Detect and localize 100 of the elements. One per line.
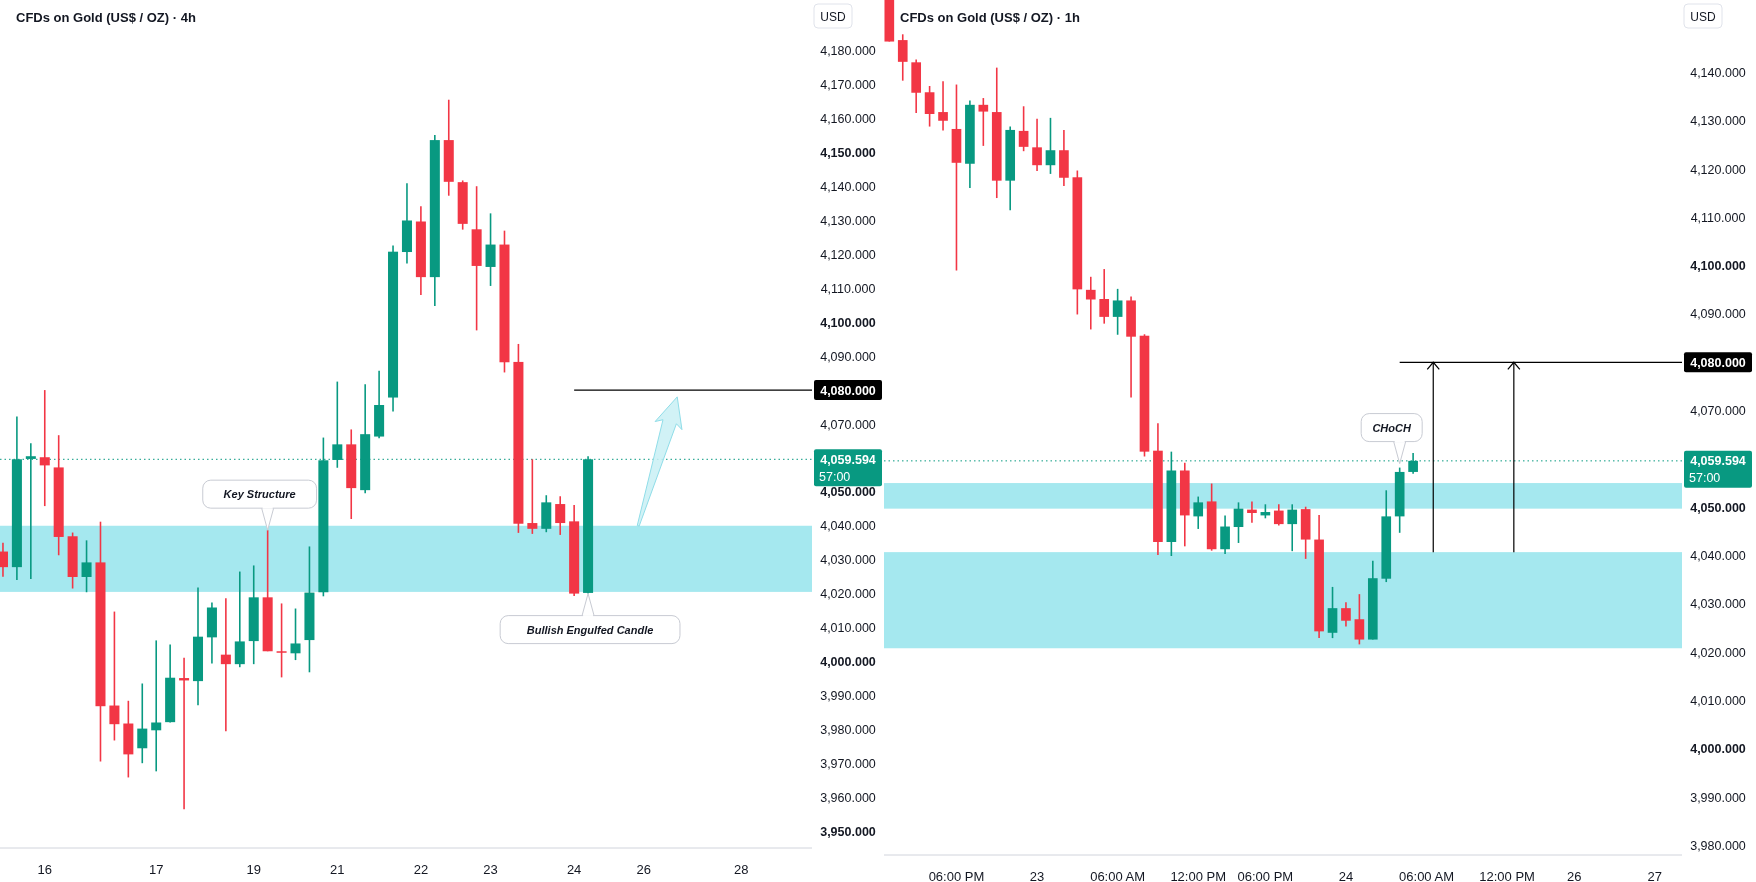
candlestick bbox=[978, 97, 989, 147]
x-tick-label: 12:00 PM bbox=[1479, 869, 1535, 882]
y-tick-label: 4,020.000 bbox=[820, 587, 876, 602]
candlestick bbox=[1018, 105, 1029, 152]
y-tick-label: 4,030.000 bbox=[1690, 597, 1746, 612]
y-tick-label: 4,180.000 bbox=[820, 44, 876, 59]
x-tick-label: 23 bbox=[1029, 869, 1045, 882]
annotation: Bullish Engulfed Candle bbox=[526, 623, 654, 636]
y-tick-label: 4,040.000 bbox=[1690, 549, 1746, 564]
annotation: Key Structure bbox=[223, 488, 296, 501]
y-tick-label: 4,050.000 bbox=[820, 485, 876, 500]
y-tick-label: 3,990.000 bbox=[1690, 790, 1746, 805]
x-tick-label: 16 bbox=[37, 862, 52, 877]
candlestick bbox=[1247, 500, 1257, 524]
y-tick-label: 4,140.000 bbox=[1690, 65, 1746, 80]
y-tick-label: 4,160.000 bbox=[820, 112, 876, 127]
candlestick bbox=[485, 212, 496, 287]
candlestick bbox=[1273, 503, 1284, 527]
ref-line-label: 4,080.000 bbox=[1690, 355, 1746, 370]
y-axis-title: USD bbox=[1690, 10, 1716, 24]
candlestick bbox=[938, 80, 948, 132]
text: CFDs on Gold (US$ / OZ) · 1h bbox=[900, 10, 1080, 25]
candlestick bbox=[1099, 268, 1110, 325]
x-tick-label: 22 bbox=[413, 862, 429, 877]
x-tick-label: 06:00 AM bbox=[1090, 869, 1146, 882]
y-tick-label: 4,100.000 bbox=[820, 315, 876, 330]
y-tick-label: 4,070.000 bbox=[820, 417, 876, 432]
x-tick-label: 17 bbox=[148, 862, 164, 877]
x-tick-label: 06:00 AM bbox=[1399, 869, 1454, 882]
x-tick-label: 21 bbox=[330, 862, 345, 877]
x-tick-label: 24 bbox=[1338, 869, 1354, 882]
y-tick-label: 4,050.000 bbox=[1690, 500, 1746, 515]
candlestick bbox=[1045, 117, 1056, 175]
candlestick bbox=[1085, 275, 1096, 331]
y-tick-label: 4,140.000 bbox=[820, 180, 876, 195]
candlestick bbox=[897, 33, 908, 82]
annotation: CHoCH bbox=[1372, 421, 1412, 434]
y-tick-label: 4,030.000 bbox=[820, 553, 876, 568]
text: CFDs on Gold (US$ / OZ) · 4h bbox=[16, 10, 196, 25]
candlestick bbox=[527, 458, 538, 535]
y-tick-label: 4,000.000 bbox=[1690, 742, 1746, 757]
y-tick-label: 3,980.000 bbox=[1690, 838, 1746, 853]
candlestick bbox=[137, 682, 148, 764]
ref-line-label: 4,059.594 bbox=[1690, 454, 1746, 469]
candlestick bbox=[1220, 514, 1230, 555]
candlestick bbox=[220, 597, 231, 733]
candlestick bbox=[1341, 601, 1351, 628]
y-tick-label: 4,170.000 bbox=[820, 78, 876, 93]
x-tick-label: 28 bbox=[734, 862, 749, 877]
y-tick-label: 4,120.000 bbox=[1690, 162, 1746, 177]
y-tick-label: 4,090.000 bbox=[1690, 307, 1746, 322]
y-tick-label: 4,020.000 bbox=[1690, 645, 1746, 660]
y-tick-label: 3,950.000 bbox=[820, 824, 876, 839]
callout: Key Structure bbox=[202, 479, 318, 531]
y-tick-label: 4,040.000 bbox=[820, 519, 876, 534]
x-tick-label: 23 bbox=[483, 862, 498, 877]
x-tick-label: 24 bbox=[566, 862, 582, 877]
y-tick-label: 3,960.000 bbox=[820, 790, 876, 805]
candlestick bbox=[151, 639, 162, 773]
y-tick-label: 4,130.000 bbox=[1690, 114, 1746, 129]
candlestick bbox=[1112, 288, 1123, 336]
x-tick-label: 26 bbox=[1567, 869, 1582, 882]
y-tick-label: 4,120.000 bbox=[820, 247, 876, 262]
y-tick-label: 4,130.000 bbox=[820, 213, 876, 228]
ref-line-label: 4,080.000 bbox=[820, 383, 876, 398]
candlestick bbox=[924, 85, 935, 128]
candlestick bbox=[1287, 503, 1298, 552]
text: 57:00 bbox=[1689, 471, 1721, 486]
candlestick bbox=[1233, 501, 1244, 544]
x-tick-label: 19 bbox=[246, 862, 261, 877]
callout: Bullish Engulfed Candle bbox=[499, 593, 681, 645]
candlestick bbox=[39, 389, 50, 507]
candlestick bbox=[234, 570, 245, 669]
y-tick-label: 4,070.000 bbox=[1690, 404, 1746, 419]
y-tick-label: 4,100.000 bbox=[1690, 259, 1746, 274]
text: 57:00 bbox=[819, 469, 851, 484]
callout: CHoCH bbox=[1360, 413, 1423, 465]
y-axis-title: USD bbox=[820, 10, 846, 24]
x-tick-label: 26 bbox=[636, 862, 652, 877]
candlestick bbox=[1032, 118, 1042, 172]
y-tick-label: 4,110.000 bbox=[820, 281, 876, 296]
x-tick-label: 06:00 PM bbox=[928, 869, 985, 882]
y-tick-label: 4,000.000 bbox=[820, 654, 876, 669]
y-tick-label: 3,970.000 bbox=[820, 756, 876, 771]
x-tick-label: 06:00 PM bbox=[1237, 869, 1294, 882]
x-tick-label: 27 bbox=[1647, 869, 1663, 882]
candlestick bbox=[109, 610, 120, 742]
candlestick bbox=[276, 602, 287, 679]
y-tick-label: 4,090.000 bbox=[820, 349, 876, 364]
y-tick-label: 3,980.000 bbox=[820, 722, 876, 737]
ref-line-label: 4,059.594 bbox=[820, 452, 876, 467]
candlestick bbox=[81, 539, 92, 594]
y-tick-label: 3,990.000 bbox=[820, 688, 876, 703]
y-tick-label: 4,010.000 bbox=[820, 621, 876, 636]
candlestick bbox=[1193, 495, 1204, 530]
y-tick-label: 4,110.000 bbox=[1690, 210, 1746, 225]
candlestick bbox=[290, 607, 301, 661]
candlestick bbox=[1354, 593, 1365, 646]
y-tick-label: 4,010.000 bbox=[1690, 693, 1746, 708]
candlestick bbox=[555, 495, 566, 536]
